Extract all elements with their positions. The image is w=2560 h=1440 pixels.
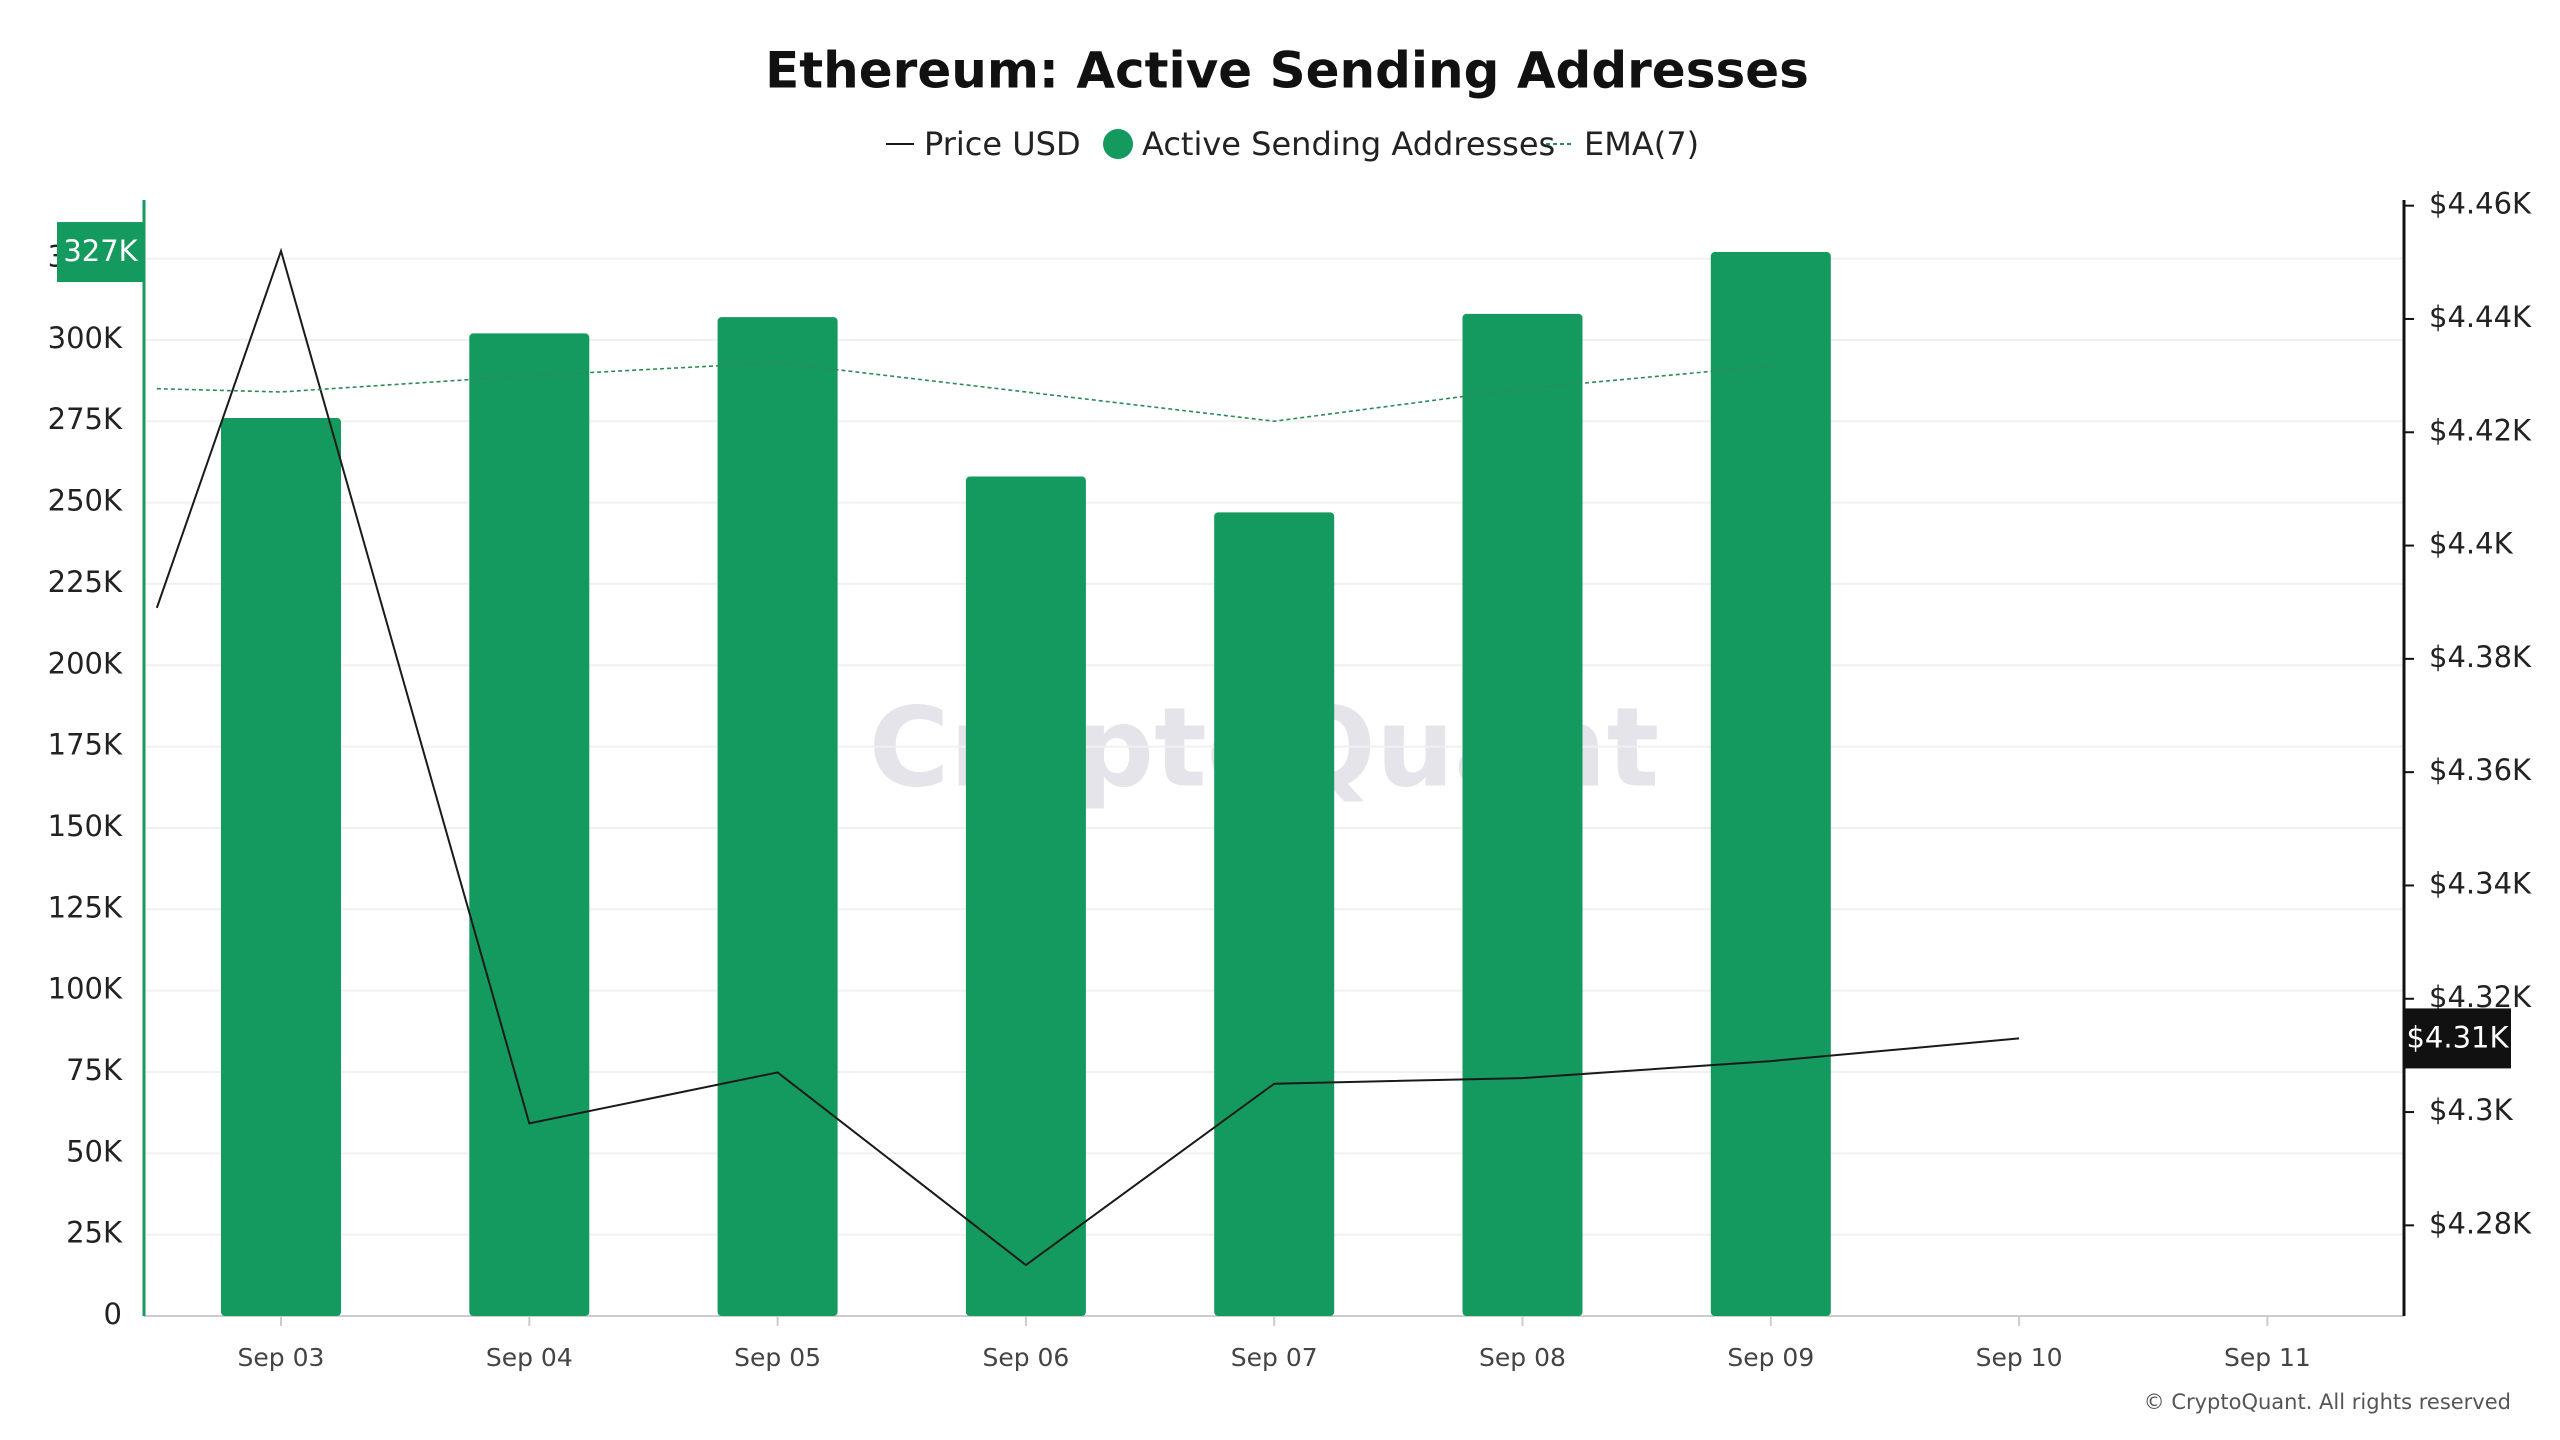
y-tick-label: 250K <box>48 484 123 518</box>
x-tick-label: Sep 05 <box>734 1343 821 1372</box>
value-badge <box>2404 1008 2511 1069</box>
bar <box>1462 313 1583 1316</box>
ema-line <box>156 361 1771 423</box>
bar <box>717 317 838 1316</box>
x-tick-label: Sep 11 <box>2224 1343 2311 1372</box>
x-tick-label: Sep 08 <box>1479 1343 1566 1372</box>
bar <box>221 417 341 1317</box>
value-badge-label: 327K <box>63 234 138 268</box>
legend-label: EMA(7) <box>1584 125 1699 163</box>
y-tick-label: 150K <box>48 809 123 843</box>
y2-tick-label: $4.32K <box>2429 980 2532 1014</box>
y2-tick-label: $4.34K <box>2429 866 2532 900</box>
y2-tick-label: $4.42K <box>2429 413 2532 447</box>
x-tick-label: Sep 03 <box>238 1343 325 1372</box>
y2-tick-label: $4.4K <box>2429 527 2514 561</box>
legend-label: Active Sending Addresses <box>1142 125 1555 163</box>
legend-swatch <box>1103 129 1133 159</box>
footer: © CryptoQuant. All rights reserved <box>2144 1390 2511 1414</box>
y2-tick-label: $4.44K <box>2429 300 2532 334</box>
y-tick-label: 0 <box>104 1297 122 1331</box>
y-tick-label: 200K <box>48 646 123 680</box>
value-badge <box>57 222 144 283</box>
x-tick-label: Sep 04 <box>486 1343 573 1372</box>
bar <box>965 476 1086 1316</box>
y-tick-label: 50K <box>66 1134 123 1168</box>
bar <box>1214 512 1335 1316</box>
bar <box>1710 252 1831 1316</box>
x-tick-label: Sep 06 <box>982 1343 1069 1372</box>
price-line <box>155 247 2020 1267</box>
y2-tick-label: $4.28K <box>2429 1206 2532 1240</box>
y-tick-label: 75K <box>66 1053 123 1087</box>
y-tick-label: 175K <box>48 728 123 762</box>
x-tick-label: Sep 07 <box>1231 1343 1318 1372</box>
bar <box>469 333 590 1316</box>
y-tick-label: 100K <box>48 972 123 1006</box>
y2-tick-label: $4.46K <box>2429 187 2532 221</box>
y-tick-label: 225K <box>48 565 123 599</box>
value-badge-label: $4.31K <box>2406 1020 2509 1054</box>
chart-title: Ethereum: Active Sending Addresses <box>765 42 1809 100</box>
y-tick-label: 125K <box>48 890 123 924</box>
y2-tick-label: $4.3K <box>2429 1093 2514 1127</box>
y2-tick-label: $4.38K <box>2429 640 2532 674</box>
x-tick-label: Sep 09 <box>1727 1343 1814 1372</box>
y2-tick-label: $4.36K <box>2429 753 2532 787</box>
legend-label: Price USD <box>924 125 1081 163</box>
y-tick-label: 25K <box>66 1216 123 1250</box>
x-tick-label: Sep 10 <box>1976 1343 2063 1372</box>
y-tick-label: 275K <box>48 402 123 436</box>
y-tick-label: 300K <box>48 321 123 355</box>
